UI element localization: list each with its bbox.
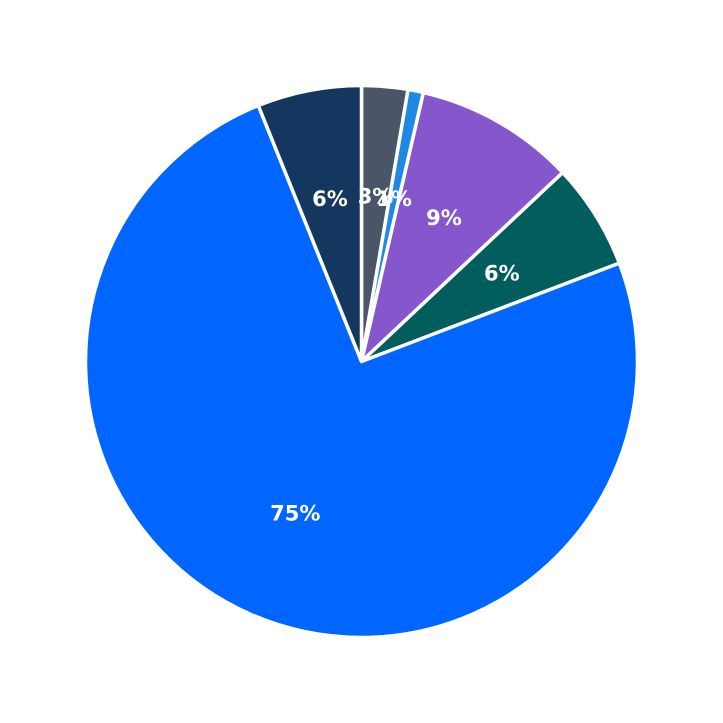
pie-slice-label-2: 1% (376, 187, 412, 211)
pie-slice-5 (83, 103, 640, 640)
pie-slice-label-5: 75% (270, 501, 320, 525)
pie-slice-label-4: 6% (484, 262, 520, 286)
pie-slice-label-6: 6% (312, 187, 348, 211)
pie-slice-3 (359, 90, 565, 364)
pie-slice-label-3: 9% (426, 206, 462, 230)
pie-slice-6 (256, 83, 364, 364)
pie-slice-label-1: 3% (358, 184, 394, 208)
